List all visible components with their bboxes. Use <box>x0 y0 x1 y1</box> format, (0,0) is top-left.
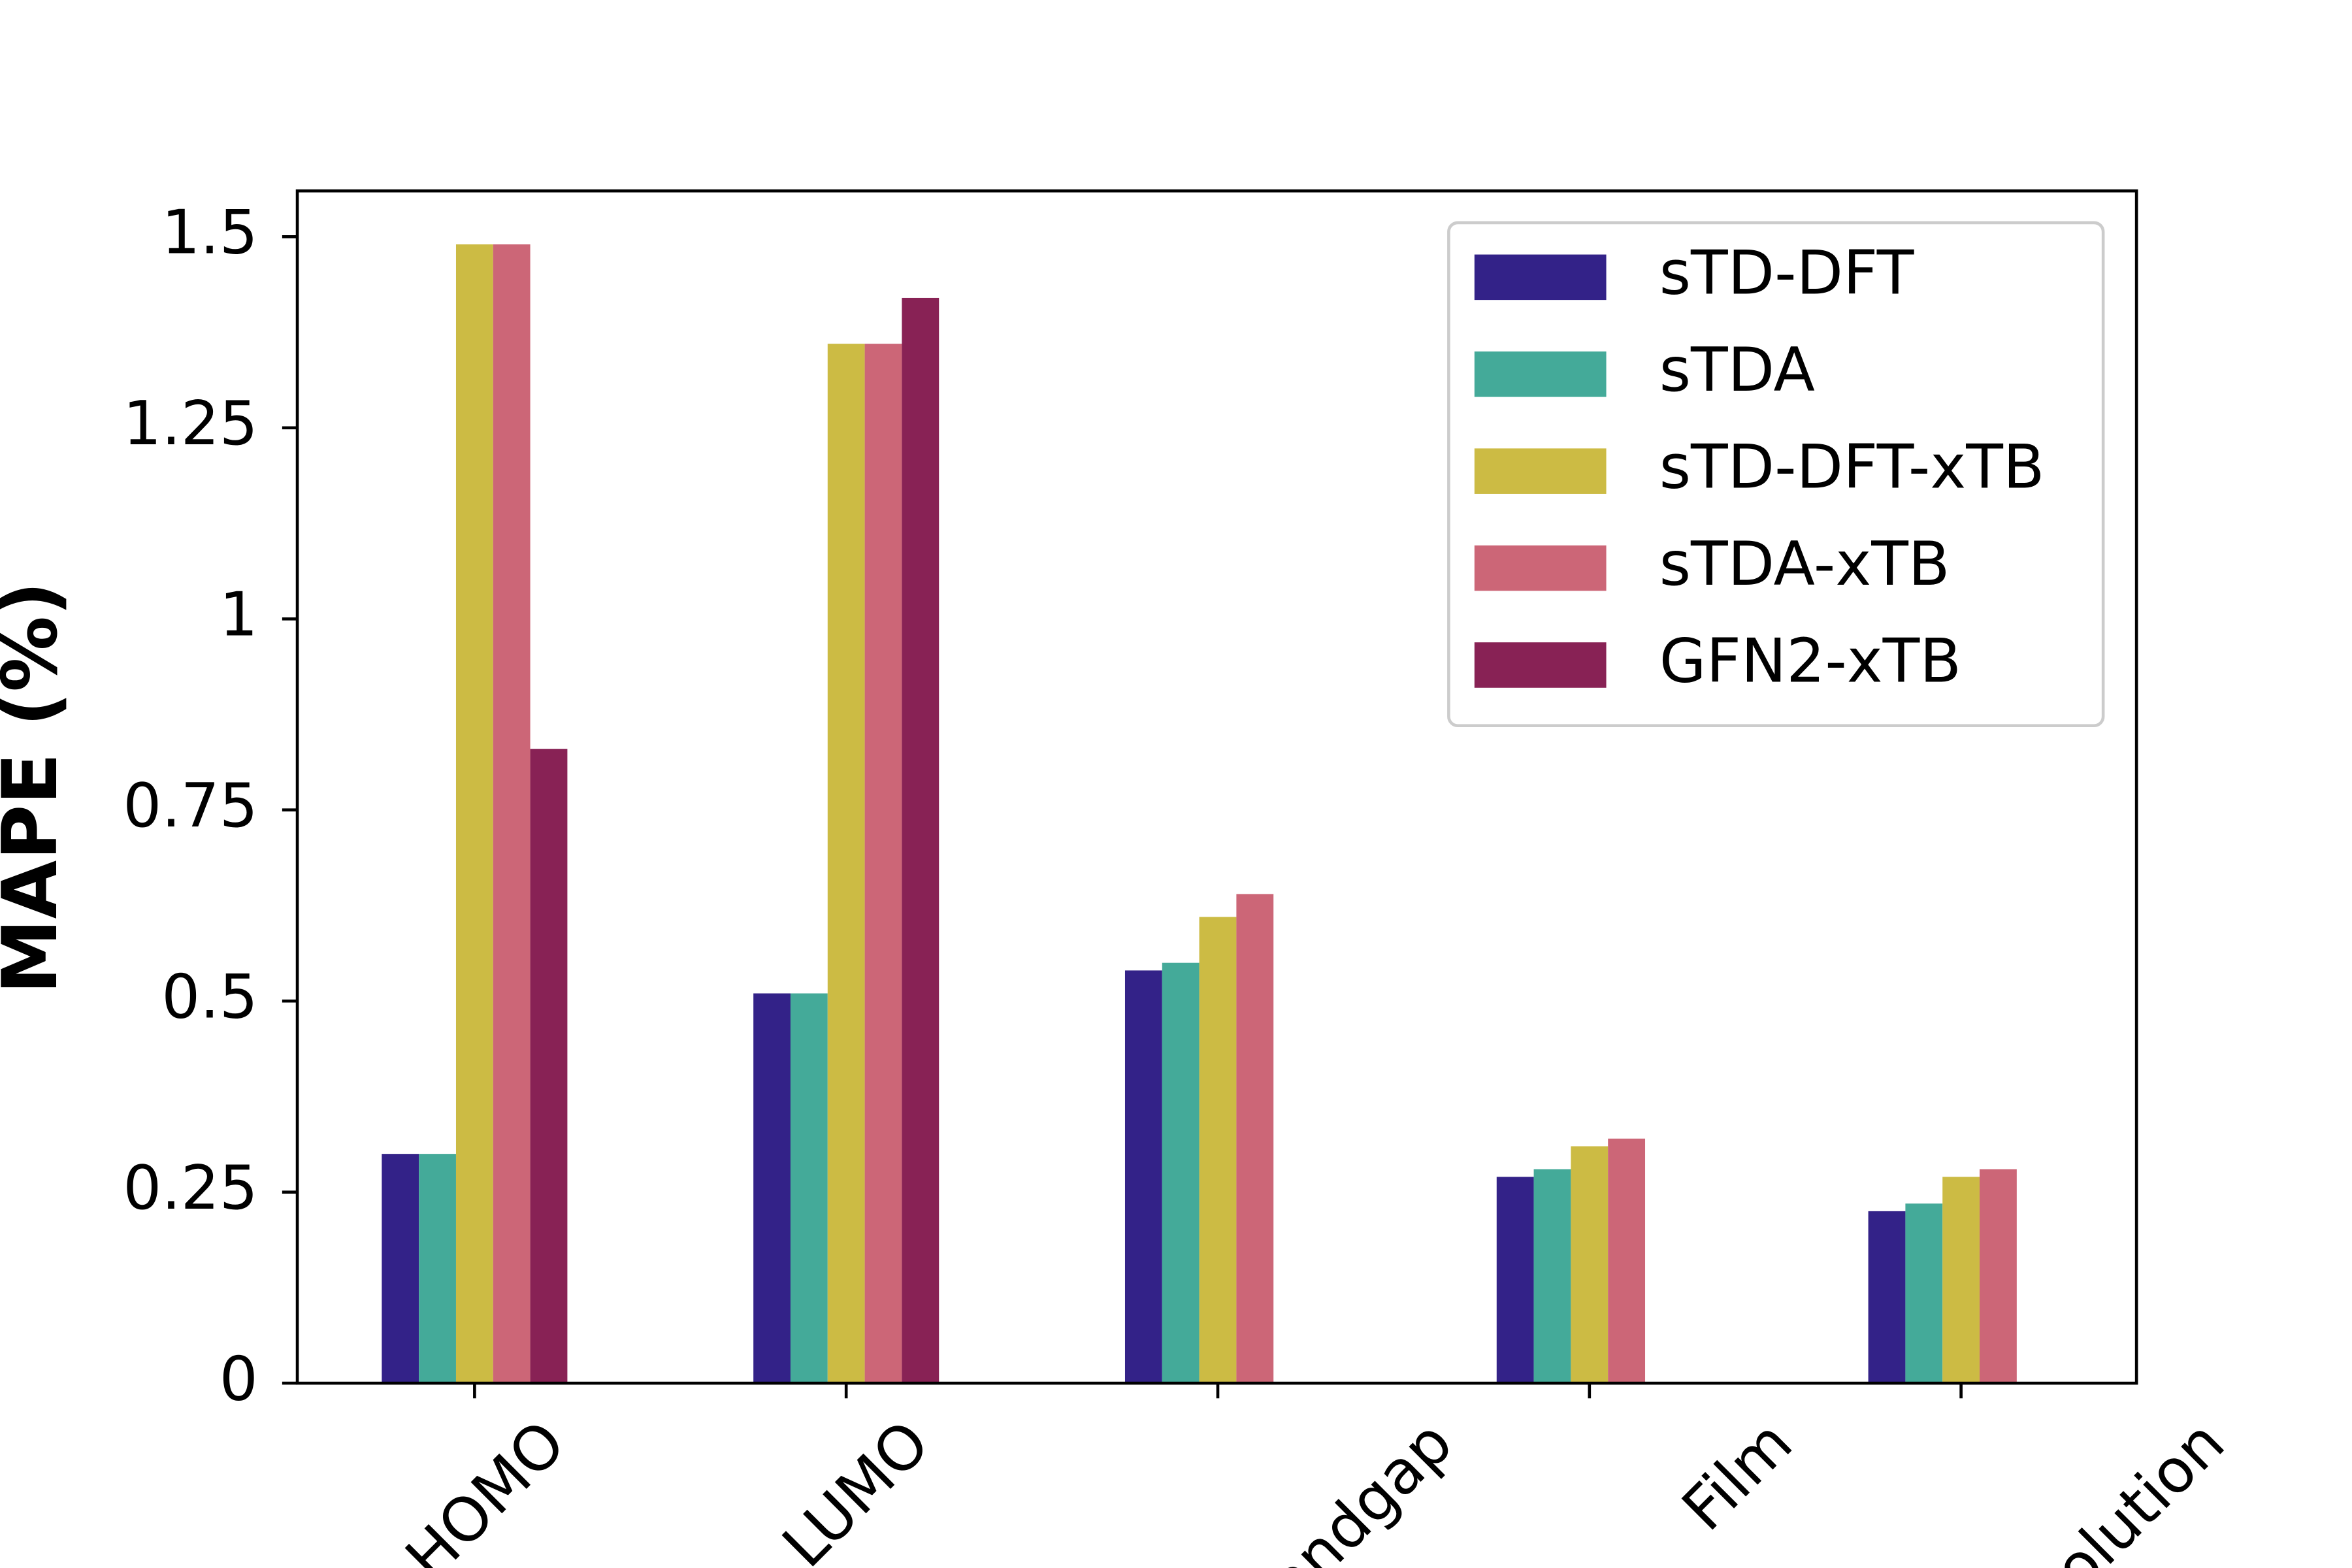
x-tick-label: Solution <box>2014 1407 2238 1568</box>
y-tick-label: 1 <box>220 580 258 650</box>
bar <box>1236 894 1274 1384</box>
y-axis-label: MAPE (%) <box>0 581 74 994</box>
legend-label: sTD-DFT <box>1659 238 1914 308</box>
legend: sTD-DFT sTDA sTD-DFT-xTB sTDA-xTB GFN2-xTB <box>1447 221 2105 728</box>
legend-swatch <box>1474 351 1607 397</box>
y-tick-label: 1.5 <box>161 197 258 268</box>
bar <box>1496 1177 1534 1384</box>
bar <box>382 1154 419 1384</box>
legend-label: sTD-DFT-xTB <box>1659 432 2045 502</box>
y-tick-label: 0.25 <box>123 1152 258 1223</box>
x-tick-label: LUMO <box>769 1407 943 1568</box>
x-tick-label: HOMO <box>392 1407 579 1568</box>
bar <box>1199 917 1237 1384</box>
bar <box>493 244 531 1384</box>
legend-label: GFN2-xTB <box>1659 625 1961 696</box>
bar <box>790 993 828 1384</box>
y-tick-label: 0.75 <box>123 770 258 841</box>
bar <box>1533 1169 1571 1384</box>
legend-swatch <box>1474 642 1607 688</box>
y-tick-label: 0.5 <box>161 962 258 1032</box>
bar <box>1905 1203 1943 1384</box>
x-tick-label: Bandgap <box>1225 1407 1465 1568</box>
legend-label: sTDA-xTB <box>1659 529 1950 599</box>
legend-frame <box>1447 221 2105 728</box>
bar <box>1608 1138 1646 1384</box>
legend-swatch <box>1474 545 1607 591</box>
legend-swatch <box>1474 254 1607 301</box>
legend-label: sTDA <box>1659 335 1815 405</box>
bar <box>864 344 902 1384</box>
bar <box>1980 1169 2017 1384</box>
legend-swatch <box>1474 448 1607 494</box>
bar <box>1868 1211 1906 1384</box>
x-tick-label: Film <box>1669 1407 1806 1544</box>
bar <box>753 993 791 1384</box>
bar <box>419 1154 456 1384</box>
bar <box>827 344 865 1384</box>
bar <box>1571 1146 1609 1384</box>
y-tick-label: 1.25 <box>123 388 258 459</box>
bar <box>455 244 493 1384</box>
bar <box>902 297 939 1384</box>
y-tick-label: 0 <box>220 1343 258 1414</box>
plot-frame <box>295 189 2138 1385</box>
bar <box>1124 970 1162 1384</box>
bar <box>1942 1177 1980 1384</box>
bar <box>1162 962 1200 1384</box>
bar <box>530 749 568 1384</box>
